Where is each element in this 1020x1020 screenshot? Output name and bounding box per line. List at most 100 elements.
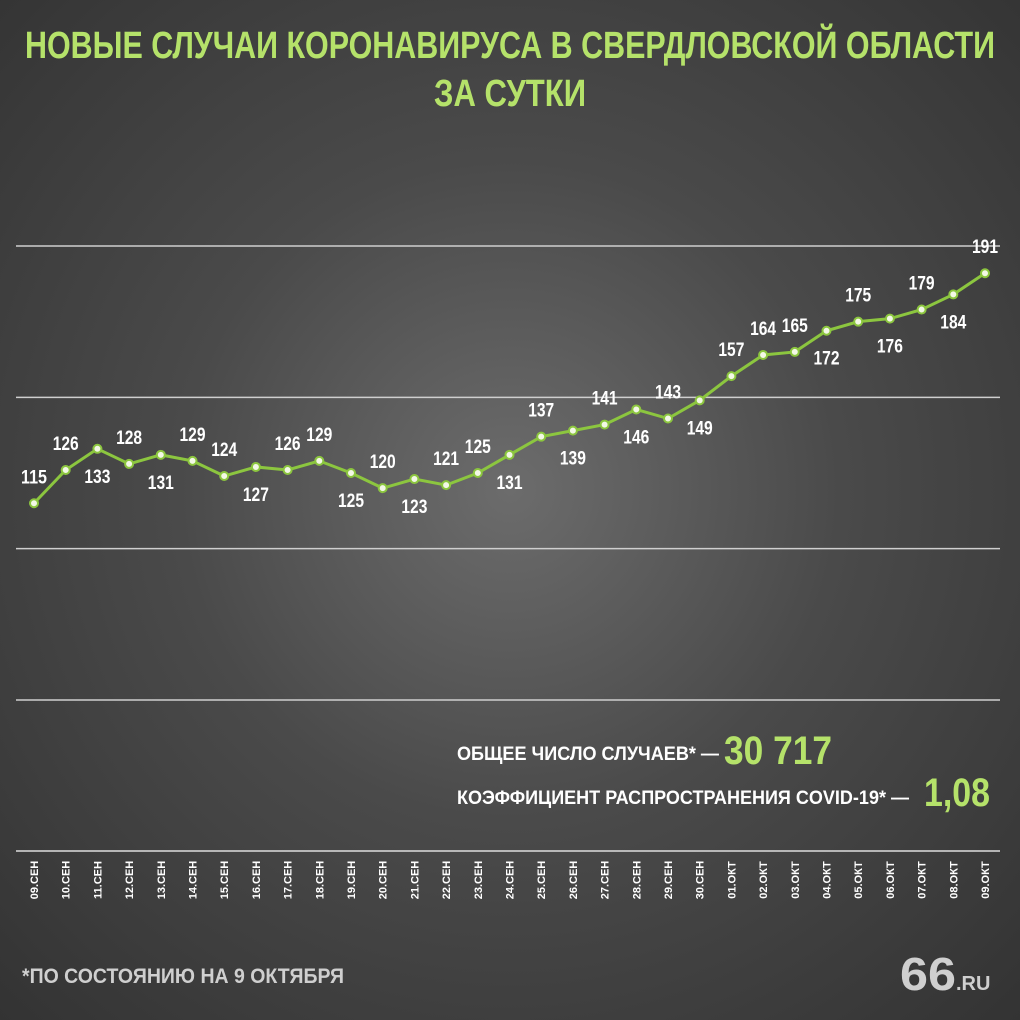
point xyxy=(250,461,261,472)
x-tick-label: 25.СЕН xyxy=(536,861,548,900)
value-label: 133 xyxy=(84,467,110,488)
value-label: 125 xyxy=(338,491,364,512)
value-label: 184 xyxy=(940,312,966,333)
x-tick-label: 16.СЕН xyxy=(251,861,263,900)
point xyxy=(948,289,959,300)
rate-value: 1,08 xyxy=(924,771,990,815)
value-label: 179 xyxy=(909,274,935,295)
point xyxy=(124,458,135,469)
point xyxy=(567,425,578,436)
value-label: 125 xyxy=(465,437,491,458)
value-label: 126 xyxy=(275,434,301,455)
x-tick-label: 26.СЕН xyxy=(568,861,580,900)
value-label: 146 xyxy=(623,427,649,448)
x-tick-label: 24.СЕН xyxy=(505,861,517,900)
point xyxy=(758,349,769,360)
x-tick-label: 13.СЕН xyxy=(156,861,168,900)
value-label: 172 xyxy=(814,349,840,370)
point xyxy=(694,395,705,406)
total-label: ОБЩЕЕ ЧИСЛО СЛУЧАЕВ* — xyxy=(457,744,719,765)
point xyxy=(789,346,800,357)
value-label: 149 xyxy=(687,418,713,439)
point xyxy=(187,455,198,466)
value-label: 127 xyxy=(243,485,269,506)
logo: 66 xyxy=(900,948,956,1000)
x-tick-label: 09.СЕН xyxy=(29,861,41,900)
x-tick-label: 27.СЕН xyxy=(600,861,612,900)
point xyxy=(504,449,515,460)
x-tick-label: 05.ОКТ xyxy=(853,861,865,899)
point xyxy=(314,455,325,466)
chart-title: НОВЫЕ СЛУЧАИ КОРОНАВИРУСА В СВЕРДЛОВСКОЙ… xyxy=(25,22,995,67)
x-tick-label: 08.ОКТ xyxy=(948,861,960,899)
value-label: 165 xyxy=(782,316,808,337)
value-label: 164 xyxy=(750,319,776,340)
value-label: 126 xyxy=(53,434,79,455)
x-tick-label: 30.СЕН xyxy=(695,861,707,900)
point xyxy=(441,480,452,491)
point xyxy=(60,464,71,475)
value-label: 175 xyxy=(845,286,871,307)
total-value: 30 717 xyxy=(724,729,832,773)
point xyxy=(980,268,990,279)
x-tick-label: 01.ОКТ xyxy=(726,861,738,899)
point xyxy=(377,483,388,494)
value-label: 143 xyxy=(655,383,681,404)
value-label: 129 xyxy=(180,425,206,446)
point xyxy=(663,413,673,424)
x-tick-label: 06.ОКТ xyxy=(885,861,897,899)
value-label: 128 xyxy=(116,428,142,449)
value-label: 141 xyxy=(592,389,618,410)
x-tick-label: 19.СЕН xyxy=(346,861,358,900)
x-tick-label: 04.ОКТ xyxy=(822,861,834,899)
x-tick-label: 11.СЕН xyxy=(92,861,104,899)
value-label: 129 xyxy=(306,425,332,446)
value-label: 120 xyxy=(370,452,396,473)
point xyxy=(631,404,642,415)
value-label: 131 xyxy=(497,473,523,494)
x-tick-label: 02.ОКТ xyxy=(758,861,770,899)
point xyxy=(853,316,864,327)
point xyxy=(282,464,293,475)
point xyxy=(219,471,230,482)
x-tick-label: 14.СЕН xyxy=(188,861,200,900)
value-label: 157 xyxy=(718,340,744,361)
rate-label: КОЭФФИЦИЕНТ РАСПРОСТРАНЕНИЯ COVID-19* — xyxy=(457,788,909,809)
x-tick-label: 18.СЕН xyxy=(314,861,326,900)
value-label: 176 xyxy=(877,337,903,358)
point xyxy=(884,313,895,324)
x-tick-label: 10.СЕН xyxy=(61,861,73,900)
point xyxy=(536,431,547,442)
point xyxy=(92,443,103,454)
x-tick-label: 15.СЕН xyxy=(219,861,231,900)
logo: .RU xyxy=(956,973,990,995)
value-label: 131 xyxy=(148,473,174,494)
point xyxy=(726,371,737,382)
value-label: 137 xyxy=(528,401,554,422)
value-label: 124 xyxy=(211,440,237,461)
point xyxy=(155,449,166,460)
point xyxy=(821,325,832,336)
value-label: 139 xyxy=(560,449,586,470)
value-label: 121 xyxy=(433,449,459,470)
x-tick-label: 21.СЕН xyxy=(409,861,421,900)
point xyxy=(472,468,483,478)
x-tick-label: 17.СЕН xyxy=(283,861,295,900)
point xyxy=(599,419,610,430)
x-tick-label: 28.СЕН xyxy=(631,861,643,900)
footnote: *ПО СОСТОЯНИЮ НА 9 ОКТЯБРЯ xyxy=(22,965,344,988)
point xyxy=(29,498,39,509)
point xyxy=(346,468,356,478)
x-tick-label: 29.СЕН xyxy=(663,861,675,900)
value-label: 123 xyxy=(401,497,427,518)
value-label: 191 xyxy=(972,237,998,258)
point xyxy=(409,474,420,485)
x-tick-label: 07.ОКТ xyxy=(917,861,929,899)
value-label: 115 xyxy=(21,467,47,488)
x-tick-label: 12.СЕН xyxy=(124,861,136,900)
x-tick-label: 23.СЕН xyxy=(473,861,485,900)
line xyxy=(32,271,986,505)
x-tick-label: 03.ОКТ xyxy=(790,861,802,899)
x-tick-label: 09.ОКТ xyxy=(980,861,992,899)
